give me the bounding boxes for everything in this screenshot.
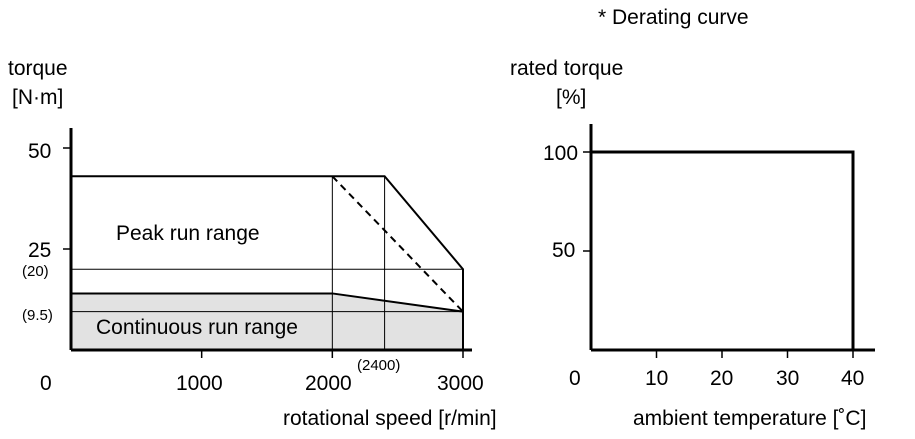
derating-curve xyxy=(591,150,855,350)
x-tick-20c: 20 xyxy=(710,367,733,390)
continuous-run-fill xyxy=(71,293,463,350)
x-tick-1000: 1000 xyxy=(176,372,223,395)
continuous-run-area xyxy=(71,293,463,350)
torque-axis-title: torque xyxy=(8,57,68,80)
derating-curve-lines xyxy=(583,124,875,358)
temperature-axis-title: ambient temperature [˚C] xyxy=(633,407,866,430)
x-tick-2000: 2000 xyxy=(305,372,352,395)
speed-axis-title: rotational speed [r/min] xyxy=(283,407,497,430)
x-tick-0: 0 xyxy=(40,372,52,395)
x-tick-40c: 40 xyxy=(841,367,864,390)
x-tick-0c: 0 xyxy=(569,367,581,390)
y-tick-100: 100 xyxy=(543,142,578,165)
continuous-run-range-label: Continuous run range xyxy=(96,316,298,339)
rated-torque-axis-title: rated torque xyxy=(510,57,623,80)
derating-chart: rated torque [%] 100 50 0 10 20 30 40 am… xyxy=(510,57,875,430)
x-annotation-2400: (2400) xyxy=(357,357,400,374)
y-annotation-9-5: (9.5) xyxy=(22,307,53,324)
x-tick-10c: 10 xyxy=(645,367,668,390)
torque-curve-lines xyxy=(63,128,472,358)
y-tick-50: 50 xyxy=(28,140,51,163)
derated-peak-dashed-line xyxy=(331,175,464,313)
y-annotation-20: (20) xyxy=(22,263,49,280)
torque-speed-chart: torque [N·m] Peak run range Continuous r… xyxy=(8,57,497,430)
torque-axis-unit: [N·m] xyxy=(12,86,63,109)
peak-boundary-line xyxy=(71,175,464,350)
derating-note: * Derating curve xyxy=(598,6,749,29)
y-tick-25: 25 xyxy=(28,239,51,262)
y-tick-50-pct: 50 xyxy=(552,239,575,262)
rated-torque-axis-unit: [%] xyxy=(556,86,586,109)
x-tick-3000: 3000 xyxy=(437,372,484,395)
x-tick-30c: 30 xyxy=(776,367,799,390)
peak-run-range-label: Peak run range xyxy=(116,222,260,245)
